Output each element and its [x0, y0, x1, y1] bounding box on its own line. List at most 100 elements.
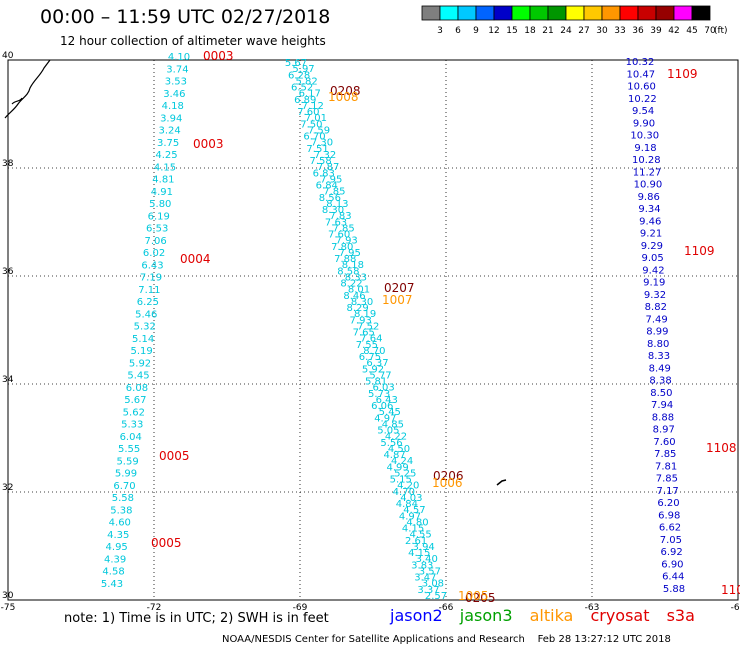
swh-value-left: 7.11: [138, 285, 160, 296]
swh-value-right: 7.85: [654, 449, 676, 460]
colorbar-tick: 21: [542, 26, 553, 36]
swh-value-left: 7.19: [140, 273, 162, 284]
mission-cryosat: cryosat: [590, 606, 650, 625]
swh-value-left: 4.18: [162, 101, 184, 112]
swh-value-right: 8.99: [646, 327, 668, 338]
footer-credit: NOAA/NESDIS Center for Satellite Applica…: [222, 634, 671, 645]
swh-value-right: 6.90: [661, 559, 683, 570]
map-frame: [7, 59, 739, 601]
map-subtitle: 12 hour collection of altimeter wave hei…: [60, 34, 326, 48]
swh-value-left: 6.02: [143, 248, 165, 259]
swh-value-middle: 8.29: [346, 303, 368, 314]
colorbar-tick: 27: [578, 26, 589, 36]
swh-value-middle: 6.84: [316, 181, 338, 192]
swh-value-left: 3.74: [166, 64, 188, 75]
swh-value-right: 7.81: [655, 461, 677, 472]
colorbar-tick: 12: [488, 26, 499, 36]
mission-jason2: jason2: [390, 606, 443, 625]
swh-value-left: 5.32: [134, 322, 156, 333]
swh-value-middle: 7.85: [323, 187, 345, 198]
swh-value-middle: 6.70: [303, 132, 325, 143]
colorbar-tick: 6: [455, 26, 461, 36]
swh-value-middle: 8.01: [348, 285, 370, 296]
swh-value-right: 8.33: [648, 351, 670, 362]
swh-value-middle: 5.92: [362, 364, 384, 375]
swh-value-left: 6.53: [146, 224, 168, 235]
swh-value-right: 9.05: [642, 253, 664, 264]
swh-value-right: 10.47: [626, 69, 655, 80]
swh-value-middle: 7.01: [305, 113, 327, 124]
time-label: 0005: [151, 536, 182, 550]
swh-value-middle: 4.03: [400, 493, 422, 504]
swh-value-left: 3.24: [159, 126, 181, 137]
swh-value-middle: 5.56: [380, 438, 402, 449]
swh-value-right: 9.54: [632, 106, 654, 117]
swh-value-middle: 6.06: [371, 401, 393, 412]
swh-value-left: 6.19: [148, 211, 170, 222]
swh-value-middle: 8.30: [351, 297, 373, 308]
colorbar-tick: 45: [686, 26, 697, 36]
time-label: 110: [721, 583, 740, 597]
swh-value-middle: 7.58: [310, 156, 332, 167]
swh-value-right: 9.29: [641, 241, 663, 252]
swh-value-middle: 4.15: [402, 524, 424, 535]
swh-value-right: 10.30: [630, 131, 659, 142]
swh-value-middle: 8.46: [343, 291, 365, 302]
mission-s3a: s3a: [666, 606, 695, 625]
swh-value-middle: 8.70: [363, 346, 385, 357]
swh-value-left: 6.25: [137, 297, 159, 308]
swh-value-middle: 7.65: [353, 328, 375, 339]
swh-value-middle: 4.84: [396, 499, 418, 510]
swh-value-middle: 5.82: [295, 76, 317, 87]
lat-tick-label: 38: [2, 159, 14, 169]
time-label: 0003: [203, 49, 234, 63]
swh-value-right: 10.32: [626, 57, 655, 68]
swh-value-middle: 7.93: [336, 236, 358, 247]
time-label: 0004: [180, 252, 211, 266]
swh-value-middle: 3.94: [413, 542, 435, 553]
time-label: 0206: [433, 469, 464, 483]
colorbar-tick: 42: [668, 26, 679, 36]
swh-value-middle: 5.25: [394, 468, 416, 479]
lat-tick-label: 40: [2, 51, 14, 61]
swh-value-middle: 6.28: [288, 70, 310, 81]
swh-value-right: 9.46: [639, 216, 661, 227]
colorbar-tick: 3: [437, 26, 443, 36]
swh-value-right: 6.92: [660, 547, 682, 558]
swh-value-middle: 4.87: [383, 450, 405, 461]
units-note: note: 1) Time is in UTC; 2) SWH is in fe…: [64, 611, 329, 626]
swh-value-left: 5.46: [135, 309, 157, 320]
colorbar-tick: 15: [506, 26, 517, 36]
lon-tick-label: -63: [585, 603, 600, 613]
swh-value-left: 4.15: [154, 162, 176, 173]
swh-value-left: 5.43: [101, 579, 123, 590]
swh-value-middle: 7.60: [297, 107, 319, 118]
swh-value-right: 6.98: [658, 510, 680, 521]
swh-value-middle: 2.57: [425, 591, 447, 602]
swh-value-middle: 7.95: [339, 248, 361, 259]
swh-value-left: 5.33: [121, 420, 143, 431]
swh-value-right: 8.82: [645, 302, 667, 313]
swh-value-left: 4.95: [106, 542, 128, 553]
swh-value-middle: 5.67: [285, 58, 307, 69]
time-label: 0208: [330, 84, 361, 98]
swh-value-middle: 4.85: [382, 419, 404, 430]
swh-value-middle: 8.58: [337, 266, 359, 277]
lon-tick-label: -66: [439, 603, 454, 613]
swh-value-middle: 4.97: [374, 413, 396, 424]
swh-value-middle: 8.13: [326, 199, 348, 210]
swh-value-right: 9.32: [644, 290, 666, 301]
swh-value-left: 4.81: [152, 175, 174, 186]
swh-value-middle: 4.24: [391, 456, 413, 467]
swh-value-left: 6.04: [120, 432, 142, 443]
swh-value-middle: 8.18: [342, 260, 364, 271]
swh-value-left: 4.91: [151, 187, 173, 198]
swh-value-left: 5.38: [110, 505, 132, 516]
swh-value-middle: 4.99: [387, 462, 409, 473]
swh-value-middle: 7.51: [306, 144, 328, 155]
lat-tick-label: 30: [2, 591, 14, 601]
swh-value-right: 10.60: [627, 82, 656, 93]
swh-value-middle: 4.55: [409, 530, 431, 541]
swh-value-middle: 7.55: [356, 340, 378, 351]
swh-value-left: 5.58: [112, 493, 134, 504]
